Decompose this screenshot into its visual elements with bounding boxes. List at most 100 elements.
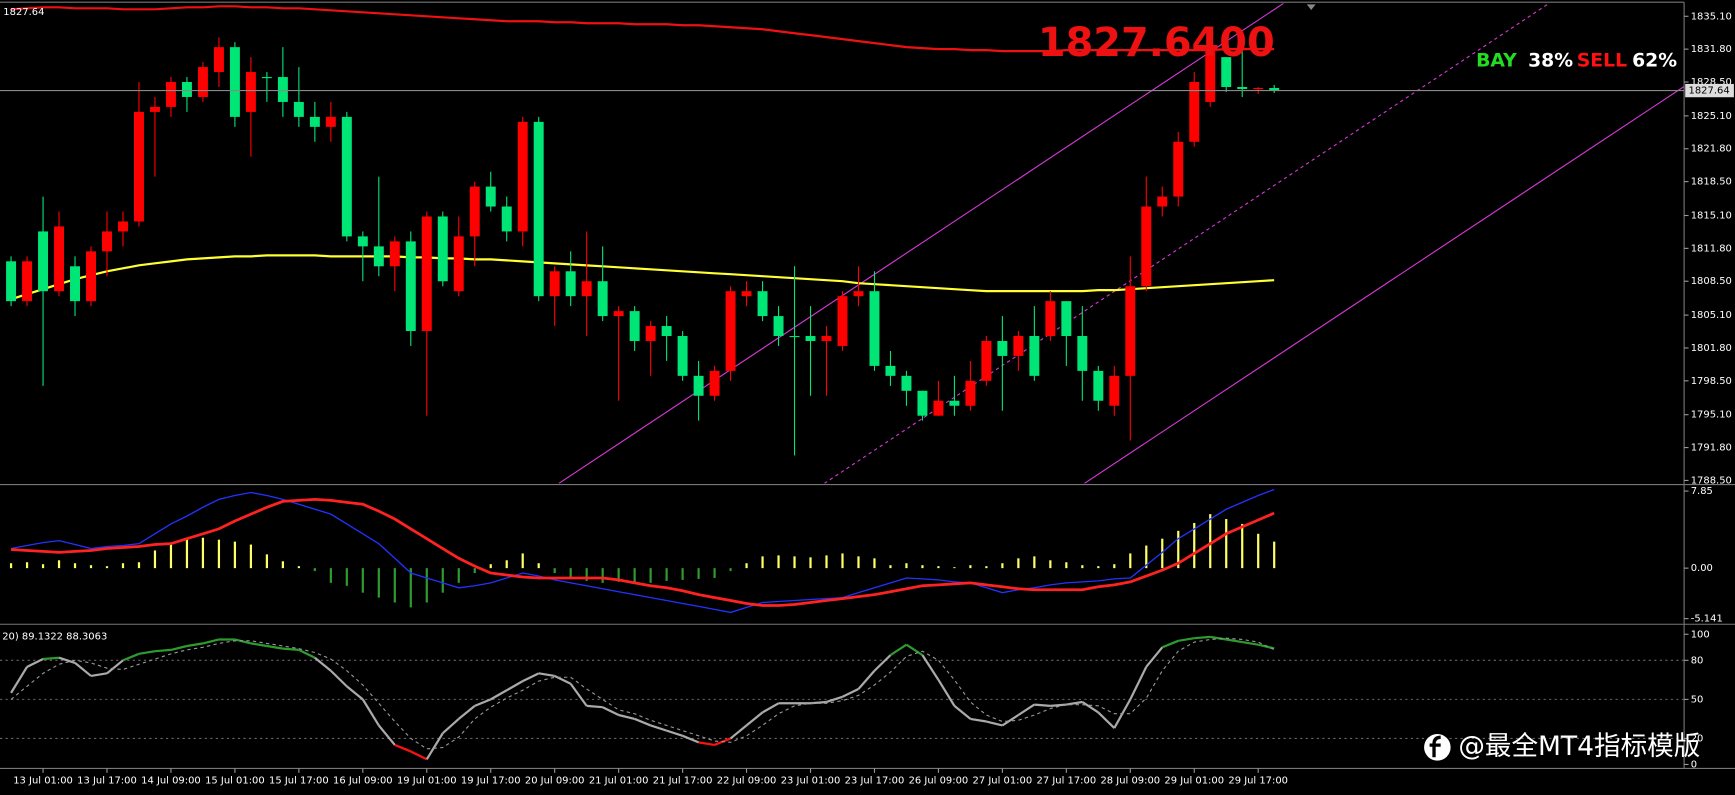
channel-line [1084, 86, 1685, 484]
stochastic-segment [250, 642, 268, 648]
candle-body [629, 311, 640, 341]
stochastic-segment [842, 687, 859, 698]
candle-body [853, 291, 864, 297]
stochastic-segment [234, 638, 252, 645]
candle-body [1045, 301, 1056, 337]
candle-body [389, 241, 400, 267]
x-tick-label: 23 Jul 01:00 [781, 776, 841, 787]
y-tick-label: 100 [1691, 629, 1710, 640]
x-tick-label: 26 Jul 09:00 [909, 776, 969, 787]
candle-body [181, 82, 192, 97]
candle-body [118, 221, 128, 232]
stochastic-segment [522, 672, 540, 683]
x-tick-label: 27 Jul 01:00 [973, 776, 1033, 787]
y-tick-label: 1815.10 [1691, 210, 1732, 221]
candle-body [293, 101, 304, 117]
candle-body [213, 47, 224, 73]
candle-body [869, 291, 880, 366]
stochastic-segment [490, 689, 508, 701]
stochastic-segment [970, 717, 987, 723]
stochastic-segment [698, 741, 715, 747]
stochastic-segment [1194, 635, 1211, 640]
stochastic-segment [330, 669, 348, 688]
stochastic-segment [170, 644, 188, 651]
candle-body [1125, 286, 1136, 376]
candle-body [1109, 375, 1120, 406]
overlay-line [10, 254, 1275, 301]
candle-body [677, 336, 688, 376]
x-tick-label: 13 Jul 01:00 [13, 776, 73, 787]
x-tick-label: 13 Jul 17:00 [77, 776, 137, 787]
stochastic-segment [410, 750, 428, 761]
stochastic-segment [58, 656, 76, 664]
stochastic-segment [762, 702, 780, 714]
candle-body [709, 370, 720, 396]
stochastic-segment [905, 643, 924, 657]
stochastic-segment [586, 704, 603, 709]
candle-body [86, 251, 96, 302]
candle-body [661, 326, 672, 337]
stochastic-label: 20) 89.1322 88.3063 [2, 631, 107, 642]
x-tick-label: 19 Jul 17:00 [461, 776, 521, 787]
candle-body [325, 116, 336, 127]
stochastic-segment [873, 654, 892, 672]
candle-body [965, 380, 976, 406]
candle-body [1205, 47, 1216, 102]
stochastic-segment [1178, 637, 1195, 642]
y-tick-label: 1788.50 [1691, 475, 1732, 486]
candle-body [133, 111, 144, 222]
x-tick-label: 15 Jul 17:00 [269, 776, 329, 787]
stochastic-segment [857, 670, 876, 690]
y-tick-label: 1798.50 [1691, 376, 1732, 387]
candle-body [821, 336, 832, 341]
candle-body [1141, 206, 1152, 287]
stochastic-segment [202, 638, 220, 645]
stochastic-segment [506, 680, 524, 692]
candle-body [38, 231, 49, 292]
stochastic-segment [937, 679, 956, 707]
stochastic-segment [1242, 640, 1259, 646]
candle-body [357, 236, 368, 247]
candle-body [22, 261, 33, 302]
stochastic-segment [1034, 703, 1051, 707]
candle-body [469, 186, 480, 237]
candle-body [70, 266, 81, 302]
candle-body [421, 216, 432, 332]
x-tick-label: 29 Jul 17:00 [1228, 776, 1288, 787]
signal-line [10, 637, 1275, 750]
y-tick-label: -5.141 [1691, 614, 1723, 625]
stochastic-segment [1081, 701, 1099, 714]
candle-body [165, 82, 176, 107]
channel-drawings [558, 3, 1685, 484]
shift-marker [1306, 4, 1316, 10]
candle-body [373, 246, 384, 267]
stochastic-segment [1001, 714, 1019, 727]
x-tick-label: 14 Jul 09:00 [141, 776, 201, 787]
candle-body [933, 400, 944, 416]
stochastic-segment [346, 685, 364, 701]
candle-body [1013, 336, 1024, 356]
current-price-label: 1827.64 [1689, 86, 1730, 97]
stochastic-segment [106, 659, 124, 675]
candle-body [54, 226, 65, 292]
stochastic-segment [1097, 711, 1116, 729]
x-tick-label: 21 Jul 17:00 [653, 776, 713, 787]
candle-body [613, 311, 624, 317]
sell-label: SELL [1577, 50, 1627, 71]
candle-body [917, 390, 928, 416]
y-tick-label: 1805.10 [1691, 310, 1732, 321]
candle-body [485, 186, 496, 207]
stochastic-segment [314, 656, 332, 672]
candle-body [581, 281, 592, 297]
header-price: 1827.64 [3, 7, 44, 18]
candle-body [309, 116, 320, 127]
stochastic-segment [298, 648, 316, 659]
y-tick-label: 50 [1691, 694, 1704, 705]
y-tick-label: 1828.50 [1691, 77, 1732, 88]
candle-body [757, 291, 768, 317]
buy-percent: 38% [1528, 50, 1573, 71]
stochastic-segment [10, 666, 28, 694]
y-tick-label: 1818.50 [1691, 177, 1732, 188]
y-tick-label: 1825.10 [1691, 111, 1732, 122]
candle-body [693, 375, 704, 396]
